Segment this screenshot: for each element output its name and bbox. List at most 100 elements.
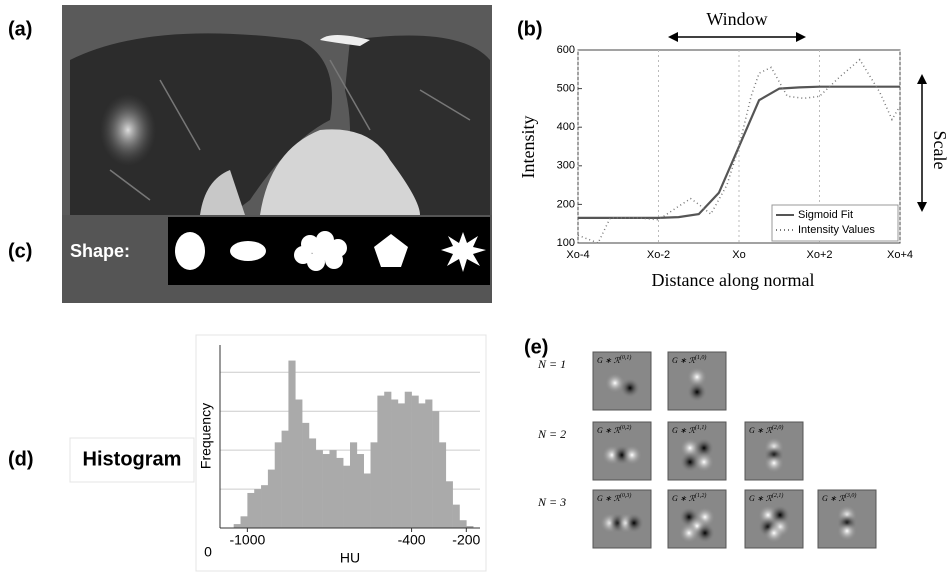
histogram-bar (377, 395, 385, 528)
filter-label-base: G ∗ ℛ (749, 426, 772, 435)
filter-label-sup: (1,0) (695, 354, 707, 361)
filter-lobe (694, 438, 714, 458)
filter-label: G ∗ ℛ(0,1) (597, 354, 631, 364)
filter-lobe (680, 438, 700, 458)
x-tick-label: Xo-2 (647, 249, 670, 261)
filter-lobe (695, 523, 715, 543)
histogram-bar (466, 526, 474, 528)
y-tick-label: 400 (557, 121, 575, 133)
filter-label-base: G ∗ ℛ (672, 356, 695, 365)
histogram-frame (195, 334, 487, 572)
filter-lobe (694, 452, 714, 472)
filter-tile: G ∗ ℛ(0,2) (592, 421, 652, 481)
filter-label-base: G ∗ ℛ (597, 356, 620, 365)
filter-label-sup: (1,2) (695, 492, 707, 499)
x-tick-label: Xo+4 (887, 249, 913, 261)
filter-label-sup: (0,1) (620, 354, 632, 361)
filter-lobe (687, 367, 707, 387)
histogram-bar (261, 485, 269, 528)
histogram-bar (336, 457, 344, 528)
histogram-bar (370, 442, 378, 528)
histogram-bar (432, 411, 440, 528)
histogram-bar (438, 442, 447, 528)
filter-tile: G ∗ ℛ(2,0) (744, 421, 804, 481)
y-tick-label: 100 (557, 237, 575, 249)
histogram-bar (240, 516, 248, 528)
histogram-bar (356, 454, 364, 528)
histogram-bar (411, 395, 419, 528)
histogram-bar (397, 403, 406, 528)
histogram-bar (315, 450, 323, 528)
arrows (668, 32, 927, 212)
filter-label-sup: (0,2) (620, 424, 632, 431)
panel-label: (a) (8, 18, 32, 40)
annotation: Window (706, 9, 767, 29)
histogram-title: Histogram (83, 448, 182, 470)
x-tick-label: Xo (732, 249, 745, 261)
panel-label: (d) (8, 448, 34, 470)
filter-tile: G ∗ ℛ(1,2) (667, 489, 727, 549)
panel-label: (b) (517, 18, 543, 40)
histogram-bar (281, 430, 289, 528)
histogram-bar (350, 442, 358, 528)
histogram-bar (343, 465, 351, 528)
y-axis-label: Intensity (518, 116, 538, 179)
histogram-bar (254, 489, 262, 528)
filter-lobe (764, 523, 784, 543)
y-tick-label: 600 (557, 44, 575, 56)
filter-label-sup: (0,3) (620, 492, 632, 499)
x-tick-label: -200 (452, 532, 480, 548)
y-tick-label: 300 (557, 160, 575, 172)
histogram-bar (391, 399, 399, 528)
row-label: N = 1 (537, 357, 566, 371)
y-tick-label: 200 (557, 198, 575, 210)
shape-label: Shape: (70, 241, 130, 261)
y-axis-label: Frequency (198, 403, 214, 469)
series-line (578, 85, 900, 219)
filter-label-sup: (2,1) (772, 492, 784, 499)
row-label: N = 2 (537, 427, 566, 441)
filter-label: G ∗ ℛ(0,3) (597, 492, 631, 502)
histogram-bar (459, 520, 467, 528)
histogram-bar (384, 391, 392, 528)
filter-label: G ∗ ℛ(1,0) (672, 354, 706, 364)
histogram-bar (445, 481, 453, 528)
row-label: N = 3 (537, 495, 566, 509)
filter-lobe (624, 513, 644, 533)
filter-lobe (837, 521, 857, 541)
histogram-bar (322, 454, 330, 528)
filter-label: G ∗ ℛ(1,1) (672, 424, 706, 434)
filter-tile: G ∗ ℛ(1,1) (667, 421, 727, 481)
histogram-bar (233, 524, 241, 528)
histogram-bar (404, 391, 412, 528)
histogram-label-box (69, 437, 195, 483)
filter-label-base: G ∗ ℛ (597, 494, 620, 503)
filter-tile: G ∗ ℛ(3,0) (817, 489, 877, 549)
histogram-bar (267, 469, 276, 528)
filter-label-base: G ∗ ℛ (672, 494, 695, 503)
filter-tile: G ∗ ℛ(0,1) (592, 351, 652, 411)
panel-label: (c) (8, 240, 32, 262)
filter-label-sup: (3,0) (845, 492, 857, 499)
legend-label: Intensity Values (798, 224, 875, 236)
histogram-bar (329, 450, 337, 528)
filter-tile: G ∗ ℛ(0,3) (592, 489, 652, 549)
x-tick-label: -400 (398, 532, 426, 548)
filter-label-base: G ∗ ℛ (597, 426, 620, 435)
histogram-bar (288, 360, 296, 528)
filter-label: G ∗ ℛ(2,0) (749, 424, 783, 434)
filter-label-base: G ∗ ℛ (672, 426, 695, 435)
histogram-bar (363, 473, 371, 528)
y-tick-label: 0 (204, 544, 212, 560)
filter-label-sup: (1,1) (695, 424, 707, 431)
filter-lobe (622, 445, 642, 465)
panel-label: (e) (524, 336, 548, 358)
y-tick-label: 500 (557, 83, 575, 95)
legend-box (771, 204, 899, 242)
x-tick-label: -1000 (229, 532, 265, 548)
filter-lobe (687, 382, 707, 402)
x-axis-label: HU (340, 550, 360, 566)
filter-lobe (680, 452, 700, 472)
x-tick-label: Xo-4 (566, 249, 589, 261)
